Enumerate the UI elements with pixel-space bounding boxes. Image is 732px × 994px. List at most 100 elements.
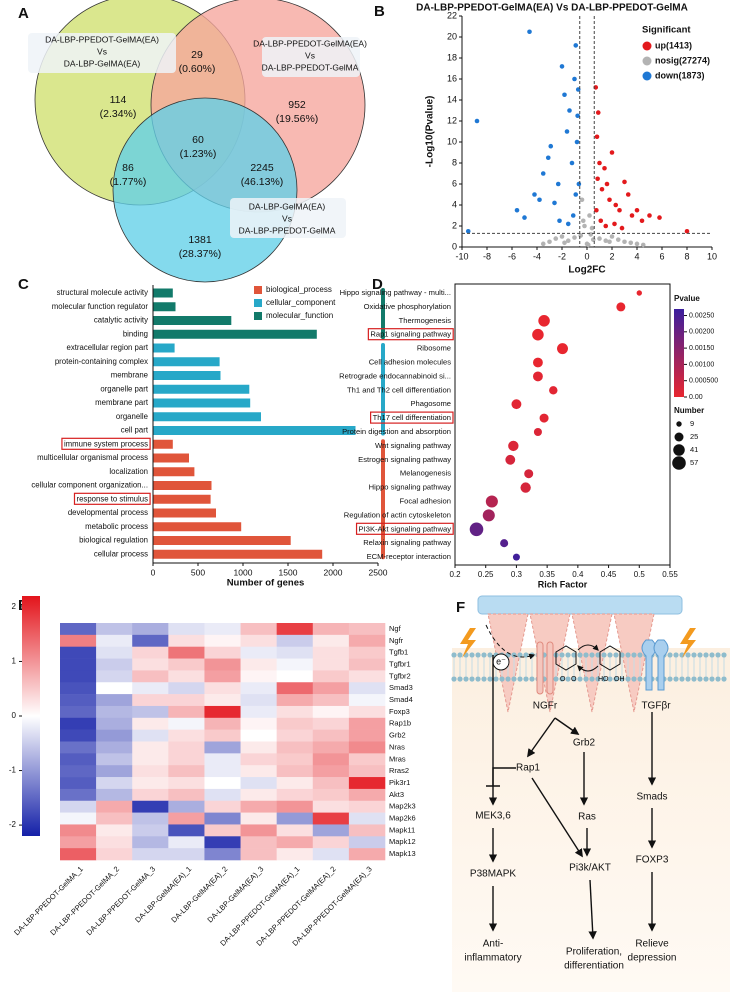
point xyxy=(617,207,622,213)
bubble xyxy=(532,357,543,368)
ngf-receptor xyxy=(536,641,554,695)
region-count: 952 xyxy=(288,99,306,111)
row-label: Pik3r1 xyxy=(389,778,410,787)
region-percent: (1.23%) xyxy=(180,148,217,160)
heat-cell xyxy=(240,717,277,730)
point xyxy=(604,181,610,187)
lipid-head xyxy=(691,676,697,682)
bar xyxy=(153,302,176,312)
heat-cell xyxy=(132,658,169,671)
scaffold xyxy=(477,595,683,615)
heat-cell xyxy=(60,824,97,837)
point xyxy=(559,64,565,69)
lipid-head xyxy=(523,676,529,682)
lipid-head xyxy=(631,652,637,658)
category-label: PI3K-Akt signaling pathway xyxy=(359,524,452,533)
lipid-head xyxy=(463,676,469,682)
lipid-head xyxy=(529,676,535,682)
x-tick-label: 0.4 xyxy=(572,570,584,579)
category-label: binding xyxy=(123,329,148,338)
set-label: Vs xyxy=(305,50,315,60)
x-tick-label: 0.55 xyxy=(662,570,678,579)
x-tick-label: 0.5 xyxy=(634,570,646,579)
panel-label: A xyxy=(18,5,29,22)
heat-cell xyxy=(168,836,205,849)
point xyxy=(613,202,619,208)
lipid-head xyxy=(703,676,709,682)
lipid-head xyxy=(457,652,463,658)
bubble xyxy=(505,454,516,465)
highlight-box xyxy=(73,492,151,505)
x-tick-label: -6 xyxy=(508,251,516,261)
category-label: developmental process xyxy=(68,508,148,517)
lipid-head xyxy=(451,652,457,658)
set-label: DA-LBP-PPEDOT-GelMA(EA) xyxy=(45,34,159,44)
heat-cell xyxy=(240,705,277,719)
lipid-head xyxy=(517,652,523,658)
heat-cell xyxy=(96,729,133,742)
category-label: ECM-receptor interaction xyxy=(367,552,451,561)
row-label: Smad4 xyxy=(389,695,413,704)
point xyxy=(603,238,609,243)
lipid-head xyxy=(613,652,619,658)
heat-cell xyxy=(204,705,241,719)
heat-cell xyxy=(312,623,350,636)
heat-cell xyxy=(276,729,314,742)
point xyxy=(603,223,609,229)
category-label: Oxidative phosphorylation xyxy=(364,302,451,311)
node-label: NGFr xyxy=(533,701,558,712)
category-label: response to stimulus xyxy=(76,494,148,503)
colorbar xyxy=(22,596,40,836)
category-label: Phagosome xyxy=(410,399,451,408)
heat-cell xyxy=(204,741,241,754)
lipid-head xyxy=(487,676,493,682)
point xyxy=(553,236,559,241)
node-label: P38MAPK xyxy=(470,869,516,880)
set-label: DA-LBP-PPEDOT-GelMA xyxy=(239,225,336,235)
heat-cell xyxy=(60,658,97,671)
heat-cell xyxy=(132,836,169,849)
heat-cell xyxy=(168,646,205,659)
lipid-head xyxy=(679,676,685,682)
point xyxy=(575,113,580,119)
lipid-head xyxy=(553,676,559,682)
y-tick-label: 2 xyxy=(452,220,457,230)
legend-swatch xyxy=(254,299,262,307)
lipid-head xyxy=(601,652,607,658)
point xyxy=(607,239,612,245)
row-label: Mapk12 xyxy=(389,837,416,846)
lipid-head xyxy=(571,652,577,658)
x-tick-label: 2500 xyxy=(369,567,388,577)
heat-cell xyxy=(312,848,350,861)
point xyxy=(552,200,557,206)
point xyxy=(615,237,621,242)
bar xyxy=(153,536,291,545)
heat-cell xyxy=(60,646,97,659)
heat-cell xyxy=(348,788,386,802)
heat-cell xyxy=(276,741,314,754)
legend-marker xyxy=(642,56,652,66)
point xyxy=(555,181,561,187)
y-tick-label: 14 xyxy=(447,94,457,104)
category-label: cell part xyxy=(121,426,149,435)
tgf-receptor xyxy=(641,639,669,691)
point xyxy=(545,155,551,161)
set-label: Vs xyxy=(282,213,292,223)
x-tick-label: 4 xyxy=(634,251,639,261)
highlight-box xyxy=(370,411,454,424)
region-percent: (1.77%) xyxy=(110,176,147,188)
stimulus-bolt xyxy=(680,628,696,658)
point xyxy=(639,218,645,224)
category-label: Thermogenesis xyxy=(399,316,452,325)
arrow xyxy=(488,767,516,806)
receptor-part xyxy=(653,639,669,691)
heat-cell xyxy=(96,694,133,707)
heat-cell xyxy=(204,812,241,825)
bar xyxy=(153,549,323,559)
point xyxy=(599,186,605,192)
region-count: 29 xyxy=(191,49,203,61)
y-tick-label: 8 xyxy=(452,157,457,167)
row-label: Mapk11 xyxy=(389,825,415,834)
lipid-head xyxy=(709,676,715,682)
lipid-head xyxy=(469,652,475,658)
